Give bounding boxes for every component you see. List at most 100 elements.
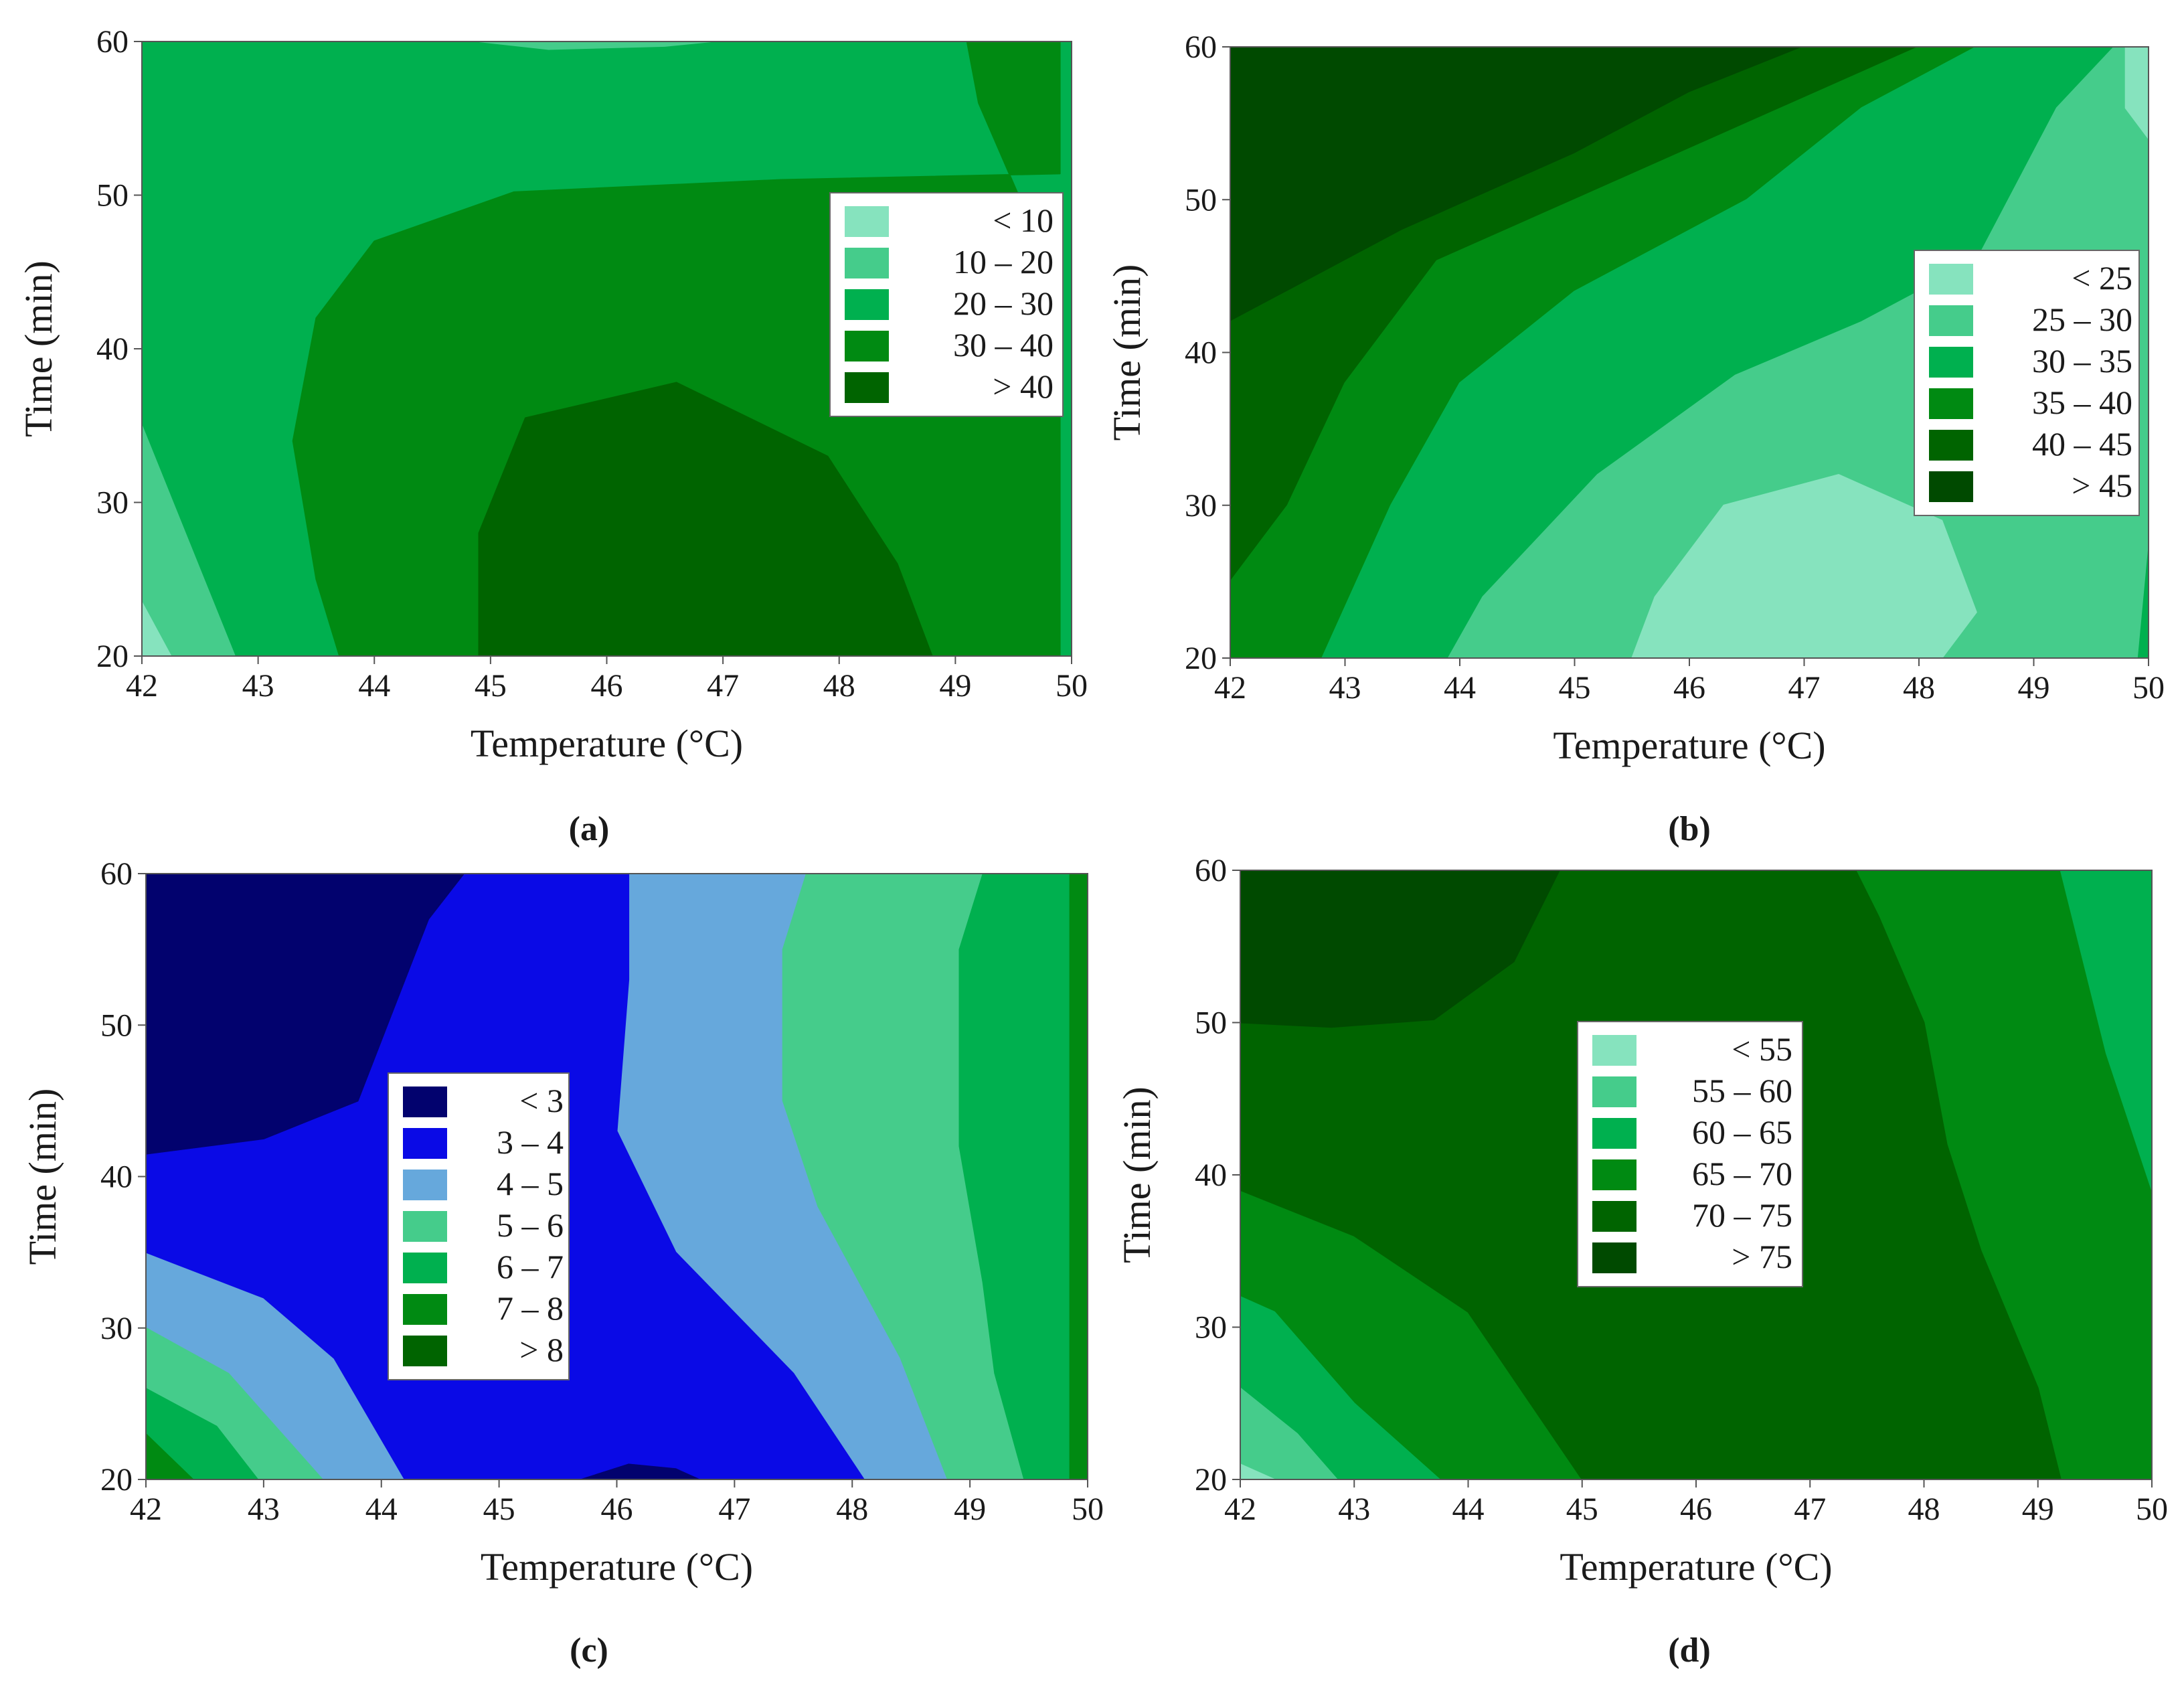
contour-region (142, 424, 236, 656)
legend-swatch (1929, 305, 1973, 336)
legend-swatch (845, 331, 889, 361)
legend-swatch (1592, 1201, 1636, 1232)
legend-swatch (1929, 430, 1973, 461)
y-tick-label: 50 (96, 178, 129, 214)
x-axis-label: Temperature (°C) (1560, 1545, 1832, 1589)
legend-swatch (403, 1336, 447, 1366)
x-tick-label: 50 (1072, 1492, 1104, 1527)
x-tick-label: 46 (1673, 670, 1705, 706)
legend-swatch (403, 1087, 447, 1117)
legend-label: 25 – 30 (2032, 301, 2132, 338)
legend-swatch (403, 1211, 447, 1242)
y-axis-label: Time (min) (1105, 264, 1149, 441)
y-tick-label: 60 (1185, 29, 1217, 65)
x-tick-label: 43 (242, 668, 274, 704)
x-tick-label: 49 (2022, 1492, 2054, 1527)
legend-label: 3 – 4 (497, 1123, 564, 1161)
legend-label: < 25 (2072, 259, 2132, 297)
y-tick-label: 20 (96, 639, 129, 674)
legend: < 3 3 – 4 4 – 5 5 – 6 6 – 7 7 – 8 > 8 (388, 1072, 570, 1380)
legend-label: 20 – 30 (953, 285, 1054, 322)
contour-region (146, 1433, 194, 1479)
legend-label: > 8 (519, 1331, 564, 1368)
legend-swatch (1592, 1035, 1636, 1066)
x-tick-label: 48 (836, 1492, 868, 1527)
x-axis-label: Temperature (°C) (1553, 724, 1825, 767)
y-axis-label: Time (min) (21, 1089, 64, 1265)
contour-panel-b: 42 43 44 45 46 47 48 49 50 20 30 40 50 60 Temperature … (1105, 29, 2165, 848)
legend-swatch (1592, 1076, 1636, 1107)
y-tick-label: 40 (100, 1159, 133, 1195)
contour-panel-d: 42 43 44 45 46 47 48 49 50 20 30 40 50 60 Temperature … (1115, 853, 2168, 1670)
contour-region (1240, 1463, 1276, 1479)
y-axis-label: Time (min) (1115, 1087, 1159, 1263)
x-tick-label: 42 (1214, 670, 1246, 706)
x-tick-label: 50 (1056, 668, 1088, 704)
x-tick-label: 47 (1794, 1492, 1826, 1527)
x-tick-label: 42 (126, 668, 158, 704)
legend: < 10 10 – 20 20 – 30 30 – 40 > 40 (829, 192, 1064, 417)
legend-swatch (1592, 1159, 1636, 1190)
y-tick-label: 50 (100, 1008, 133, 1043)
x-tick-label: 43 (1329, 670, 1361, 706)
x-tick-label: 47 (707, 668, 739, 704)
legend-label: 30 – 35 (2032, 342, 2132, 380)
y-tick-label: 30 (96, 485, 129, 521)
x-tick-label: 43 (248, 1492, 280, 1527)
x-axis-label: Temperature (°C) (481, 1545, 753, 1589)
y-tick-label: 40 (96, 331, 129, 367)
x-tick-label: 45 (1559, 670, 1591, 706)
legend: < 55 55 – 60 60 – 65 65 – 70 70 – 75 > 75 (1577, 1021, 1803, 1287)
legend-swatch (1929, 347, 1973, 378)
legend: < 25 25 – 30 30 – 35 35 – 40 40 – 45 > 45 (1914, 250, 2140, 516)
legend-label: 40 – 45 (2032, 425, 2132, 463)
legend-label: 60 – 65 (1692, 1113, 1792, 1151)
x-tick-label: 49 (939, 668, 971, 704)
legend-label: 55 – 60 (1692, 1072, 1792, 1109)
x-tick-label: 45 (483, 1492, 515, 1527)
contour-region (1240, 870, 1560, 1028)
y-tick-label: 30 (1185, 488, 1217, 524)
x-tick-label: 42 (1224, 1492, 1256, 1527)
legend-label: 65 – 70 (1692, 1155, 1792, 1192)
contour-region (146, 874, 465, 1155)
y-tick-label: 30 (1195, 1310, 1227, 1346)
legend-swatch (845, 248, 889, 278)
legend-swatch (845, 372, 889, 403)
contour-region (580, 1463, 700, 1479)
contour-region (478, 382, 933, 656)
x-axis-label: Temperature (°C) (471, 722, 743, 765)
x-tick-label: 50 (2132, 670, 2165, 706)
legend-swatch (403, 1253, 447, 1283)
y-tick-label: 50 (1195, 1006, 1227, 1041)
y-tick-label: 60 (1195, 853, 1227, 888)
panel-label: (d) (1668, 1631, 1711, 1670)
y-tick-label: 20 (1185, 641, 1217, 676)
y-tick-label: 30 (100, 1311, 133, 1346)
contour-region (2124, 47, 2149, 139)
legend-label: > 75 (1732, 1238, 1792, 1275)
x-tick-label: 48 (1908, 1492, 1940, 1527)
y-tick-label: 20 (1195, 1462, 1227, 1498)
x-tick-label: 44 (358, 668, 390, 704)
legend-swatch (1929, 388, 1973, 419)
legend-label: < 3 (519, 1082, 564, 1119)
legend-swatch (403, 1170, 447, 1200)
legend-swatch (845, 289, 889, 320)
x-tick-label: 46 (1680, 1492, 1712, 1527)
y-tick-label: 60 (100, 856, 133, 892)
x-tick-label: 50 (2136, 1492, 2168, 1527)
x-tick-label: 45 (475, 668, 507, 704)
legend-label: 10 – 20 (953, 243, 1054, 280)
contour-region (146, 1388, 259, 1479)
legend-label: 5 – 6 (497, 1206, 564, 1244)
x-tick-label: 42 (130, 1492, 162, 1527)
contour-region (2060, 870, 2152, 1191)
legend-swatch (1592, 1242, 1636, 1273)
legend-swatch (403, 1128, 447, 1159)
contour-region (1240, 1387, 1338, 1479)
legend-swatch (1929, 471, 1973, 502)
x-tick-label: 46 (601, 1492, 633, 1527)
legend-swatch (1592, 1118, 1636, 1149)
